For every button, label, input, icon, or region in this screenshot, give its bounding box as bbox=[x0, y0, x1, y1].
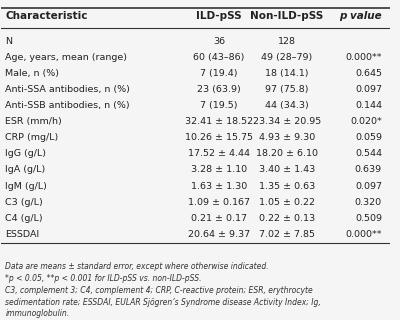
Text: 0.544: 0.544 bbox=[355, 149, 382, 158]
Text: 7 (19.5): 7 (19.5) bbox=[200, 101, 238, 110]
Text: CRP (mg/L): CRP (mg/L) bbox=[5, 133, 58, 142]
Text: C3 (g/L): C3 (g/L) bbox=[5, 197, 43, 207]
Text: Characteristic: Characteristic bbox=[5, 11, 88, 21]
Text: 20.64 ± 9.37: 20.64 ± 9.37 bbox=[188, 230, 250, 239]
Text: 44 (34.3): 44 (34.3) bbox=[265, 101, 309, 110]
Text: *p < 0.05, **p < 0.001 for ILD-pSS vs. non-ILD-pSS.: *p < 0.05, **p < 0.001 for ILD-pSS vs. n… bbox=[5, 274, 202, 283]
Text: 128: 128 bbox=[278, 37, 296, 46]
Text: 0.097: 0.097 bbox=[355, 85, 382, 94]
Text: C3, complement 3; C4, complement 4; CRP, C-reactive protein; ESR, erythrocyte: C3, complement 3; C4, complement 4; CRP,… bbox=[5, 286, 313, 295]
Text: 7.02 ± 7.85: 7.02 ± 7.85 bbox=[259, 230, 315, 239]
Text: Anti-SSB antibodies, n (%): Anti-SSB antibodies, n (%) bbox=[5, 101, 130, 110]
Text: 3.28 ± 1.10: 3.28 ± 1.10 bbox=[191, 165, 247, 174]
Text: 10.26 ± 15.75: 10.26 ± 15.75 bbox=[185, 133, 253, 142]
Text: 0.639: 0.639 bbox=[355, 165, 382, 174]
Text: 1.09 ± 0.167: 1.09 ± 0.167 bbox=[188, 197, 250, 207]
Text: ILD-pSS: ILD-pSS bbox=[196, 11, 242, 21]
Text: 0.059: 0.059 bbox=[355, 133, 382, 142]
Text: Anti-SSA antibodies, n (%): Anti-SSA antibodies, n (%) bbox=[5, 85, 130, 94]
Text: ESSDAI: ESSDAI bbox=[5, 230, 40, 239]
Text: 0.000**: 0.000** bbox=[346, 230, 382, 239]
Text: 0.000**: 0.000** bbox=[346, 53, 382, 62]
Text: IgM (g/L): IgM (g/L) bbox=[5, 181, 47, 190]
Text: 60 (43–86): 60 (43–86) bbox=[193, 53, 244, 62]
Text: 1.05 ± 0.22: 1.05 ± 0.22 bbox=[259, 197, 315, 207]
Text: 0.144: 0.144 bbox=[355, 101, 382, 110]
Text: 23 (63.9): 23 (63.9) bbox=[197, 85, 241, 94]
Text: 36: 36 bbox=[213, 37, 225, 46]
Text: 7 (19.4): 7 (19.4) bbox=[200, 69, 238, 78]
Text: Non-ILD-pSS: Non-ILD-pSS bbox=[250, 11, 324, 21]
Text: Data are means ± standard error, except where otherwise indicated.: Data are means ± standard error, except … bbox=[5, 262, 269, 271]
Text: 3.40 ± 1.43: 3.40 ± 1.43 bbox=[259, 165, 315, 174]
Text: 1.63 ± 1.30: 1.63 ± 1.30 bbox=[191, 181, 247, 190]
Text: 0.21 ± 0.17: 0.21 ± 0.17 bbox=[191, 214, 247, 223]
Text: IgA (g/L): IgA (g/L) bbox=[5, 165, 46, 174]
Text: immunoglobulin.: immunoglobulin. bbox=[5, 309, 69, 318]
Text: 0.320: 0.320 bbox=[355, 197, 382, 207]
Text: 23.34 ± 20.95: 23.34 ± 20.95 bbox=[253, 117, 321, 126]
Text: 0.020*: 0.020* bbox=[350, 117, 382, 126]
Text: 17.52 ± 4.44: 17.52 ± 4.44 bbox=[188, 149, 250, 158]
Text: IgG (g/L): IgG (g/L) bbox=[5, 149, 46, 158]
Text: 1.35 ± 0.63: 1.35 ± 0.63 bbox=[259, 181, 315, 190]
Text: p value: p value bbox=[339, 11, 382, 21]
Text: 0.645: 0.645 bbox=[355, 69, 382, 78]
Text: 0.097: 0.097 bbox=[355, 181, 382, 190]
Text: 0.22 ± 0.13: 0.22 ± 0.13 bbox=[259, 214, 315, 223]
Text: 49 (28–79): 49 (28–79) bbox=[261, 53, 312, 62]
Text: Male, n (%): Male, n (%) bbox=[5, 69, 59, 78]
Text: 18.20 ± 6.10: 18.20 ± 6.10 bbox=[256, 149, 318, 158]
Text: 0.509: 0.509 bbox=[355, 214, 382, 223]
Text: C4 (g/L): C4 (g/L) bbox=[5, 214, 43, 223]
Text: ESR (mm/h): ESR (mm/h) bbox=[5, 117, 62, 126]
Text: Age, years, mean (range): Age, years, mean (range) bbox=[5, 53, 127, 62]
Text: sedimentation rate; ESSDAI, EULAR Sjögren’s Syndrome disease Activity Index; Ig,: sedimentation rate; ESSDAI, EULAR Sjögre… bbox=[5, 298, 321, 307]
Text: 4.93 ± 9.30: 4.93 ± 9.30 bbox=[259, 133, 315, 142]
Text: 97 (75.8): 97 (75.8) bbox=[265, 85, 308, 94]
Text: N: N bbox=[5, 37, 12, 46]
Text: 18 (14.1): 18 (14.1) bbox=[265, 69, 308, 78]
Text: 32.41 ± 18.52: 32.41 ± 18.52 bbox=[185, 117, 253, 126]
